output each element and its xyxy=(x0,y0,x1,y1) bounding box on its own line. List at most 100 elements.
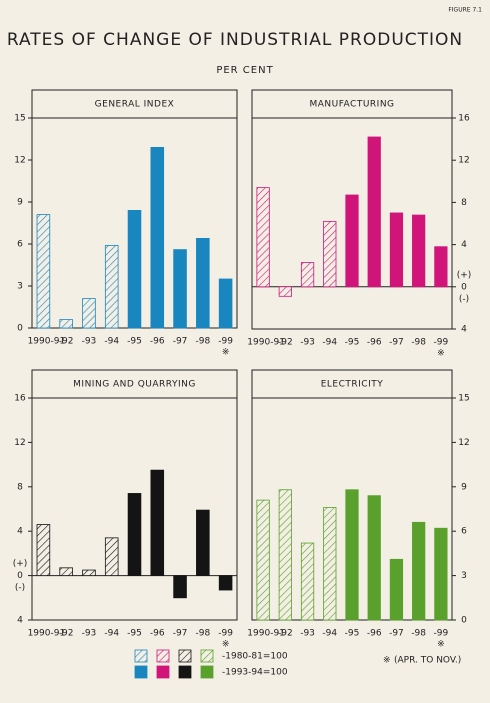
y-tick-label: 12 xyxy=(14,438,25,448)
x-tick-label: -96 xyxy=(150,337,165,347)
y-tick-label: 4 xyxy=(17,616,23,626)
y-tick-label: 12 xyxy=(458,438,469,448)
y-tick-label: 4 xyxy=(461,325,467,335)
bar xyxy=(300,542,315,621)
x-tick-label: -92 xyxy=(278,629,293,639)
x-tick-label: -96 xyxy=(150,629,165,639)
x-tick-label: -93 xyxy=(82,629,97,639)
y-tick-label: 4 xyxy=(461,240,467,250)
bar xyxy=(36,214,51,329)
x-tick-label: 1990-91 xyxy=(247,629,285,639)
x-tick-label: -96 xyxy=(367,629,382,639)
bar xyxy=(412,214,426,288)
x-tick-label: -97 xyxy=(173,629,188,639)
bar xyxy=(345,489,359,621)
x-tick-label: -96 xyxy=(367,338,382,348)
sign-label: (+) xyxy=(457,270,472,280)
x-tick-label: -99 xyxy=(218,629,233,639)
x-tick-label: -92 xyxy=(59,337,74,347)
legend-swatch xyxy=(200,649,214,663)
sign-label: (+) xyxy=(13,559,28,569)
panel xyxy=(251,89,453,330)
sign-label: (-) xyxy=(459,294,469,304)
x-tick-label: -97 xyxy=(389,338,404,348)
y-tick-label: 4 xyxy=(17,527,23,537)
y-tick-label: 0 xyxy=(461,282,467,292)
y-tick-label: 9 xyxy=(17,198,23,208)
bar xyxy=(278,286,292,297)
bar xyxy=(127,493,142,576)
footnote: (APR. TO NOV.) xyxy=(394,656,461,666)
y-tick-label: 8 xyxy=(17,482,23,492)
bar xyxy=(150,146,165,329)
panel-title: MANUFACTURING xyxy=(309,100,394,110)
x-tick-label: -97 xyxy=(173,337,188,347)
y-tick-label: 15 xyxy=(458,394,469,404)
y-tick-label: 3 xyxy=(17,282,23,292)
bar xyxy=(218,278,233,329)
y-tick-label: 16 xyxy=(14,394,26,404)
x-tick-label: -94 xyxy=(322,338,337,348)
y-tick-label: 3 xyxy=(461,571,467,581)
bar xyxy=(173,249,187,329)
x-tick-label: -94 xyxy=(322,629,337,639)
x-tick-label: -99 xyxy=(434,338,449,348)
x-tick-label: 1990-91 xyxy=(28,337,66,347)
bar xyxy=(196,509,210,576)
bar xyxy=(412,521,426,621)
sign-label: (-) xyxy=(15,583,25,593)
bar xyxy=(323,220,337,288)
x-tick-label: -99 xyxy=(218,337,233,347)
x-tick-label: -93 xyxy=(300,629,315,639)
legend-swatch xyxy=(134,665,148,679)
panel-title: ELECTRICITY xyxy=(321,380,384,390)
bar xyxy=(59,319,73,329)
note-marker: ※ xyxy=(437,349,445,359)
note-marker: ※ xyxy=(222,640,230,650)
x-tick-label: -97 xyxy=(389,629,404,639)
bar xyxy=(300,262,315,288)
bar xyxy=(367,136,381,288)
x-tick-label: -93 xyxy=(82,337,97,347)
bar xyxy=(256,499,270,621)
bar xyxy=(196,237,210,329)
x-tick-label: -95 xyxy=(345,629,360,639)
legend-swatch xyxy=(156,665,170,679)
x-tick-label: -98 xyxy=(195,629,210,639)
panel-title: GENERAL INDEX xyxy=(95,100,175,110)
x-tick-label: -92 xyxy=(59,629,74,639)
bar xyxy=(82,298,96,329)
bar xyxy=(323,507,337,621)
y-tick-label: 0 xyxy=(461,616,467,626)
y-tick-label: 0 xyxy=(17,571,23,581)
bar xyxy=(104,244,119,329)
bar xyxy=(59,567,73,577)
note-marker: ※ xyxy=(222,348,230,358)
bar xyxy=(36,524,51,576)
bar xyxy=(218,575,233,591)
y-tick-label: 9 xyxy=(461,482,467,492)
bar xyxy=(434,246,448,288)
y-tick-label: 6 xyxy=(17,240,23,250)
bar xyxy=(367,495,381,621)
title: RATES OF CHANGE OF INDUSTRIAL PRODUCTION xyxy=(7,30,463,50)
bar xyxy=(127,209,142,329)
y-tick-label: 12 xyxy=(14,156,25,166)
bar xyxy=(278,489,292,621)
x-tick-label: -93 xyxy=(300,338,315,348)
x-tick-label: -98 xyxy=(411,338,426,348)
bar xyxy=(389,212,404,288)
legend-label: -1993-94=100 xyxy=(222,668,288,678)
y-tick-label: 0 xyxy=(17,324,23,334)
x-tick-label: -94 xyxy=(104,629,119,639)
legend-swatch xyxy=(178,665,192,679)
bar xyxy=(345,194,359,288)
bar xyxy=(173,575,187,599)
bar xyxy=(82,569,96,576)
note-marker: ※ xyxy=(437,640,445,650)
legend-swatch xyxy=(178,649,192,663)
panel xyxy=(31,369,238,621)
y-tick-label: 12 xyxy=(458,156,469,166)
note-marker: ※ xyxy=(383,656,391,666)
